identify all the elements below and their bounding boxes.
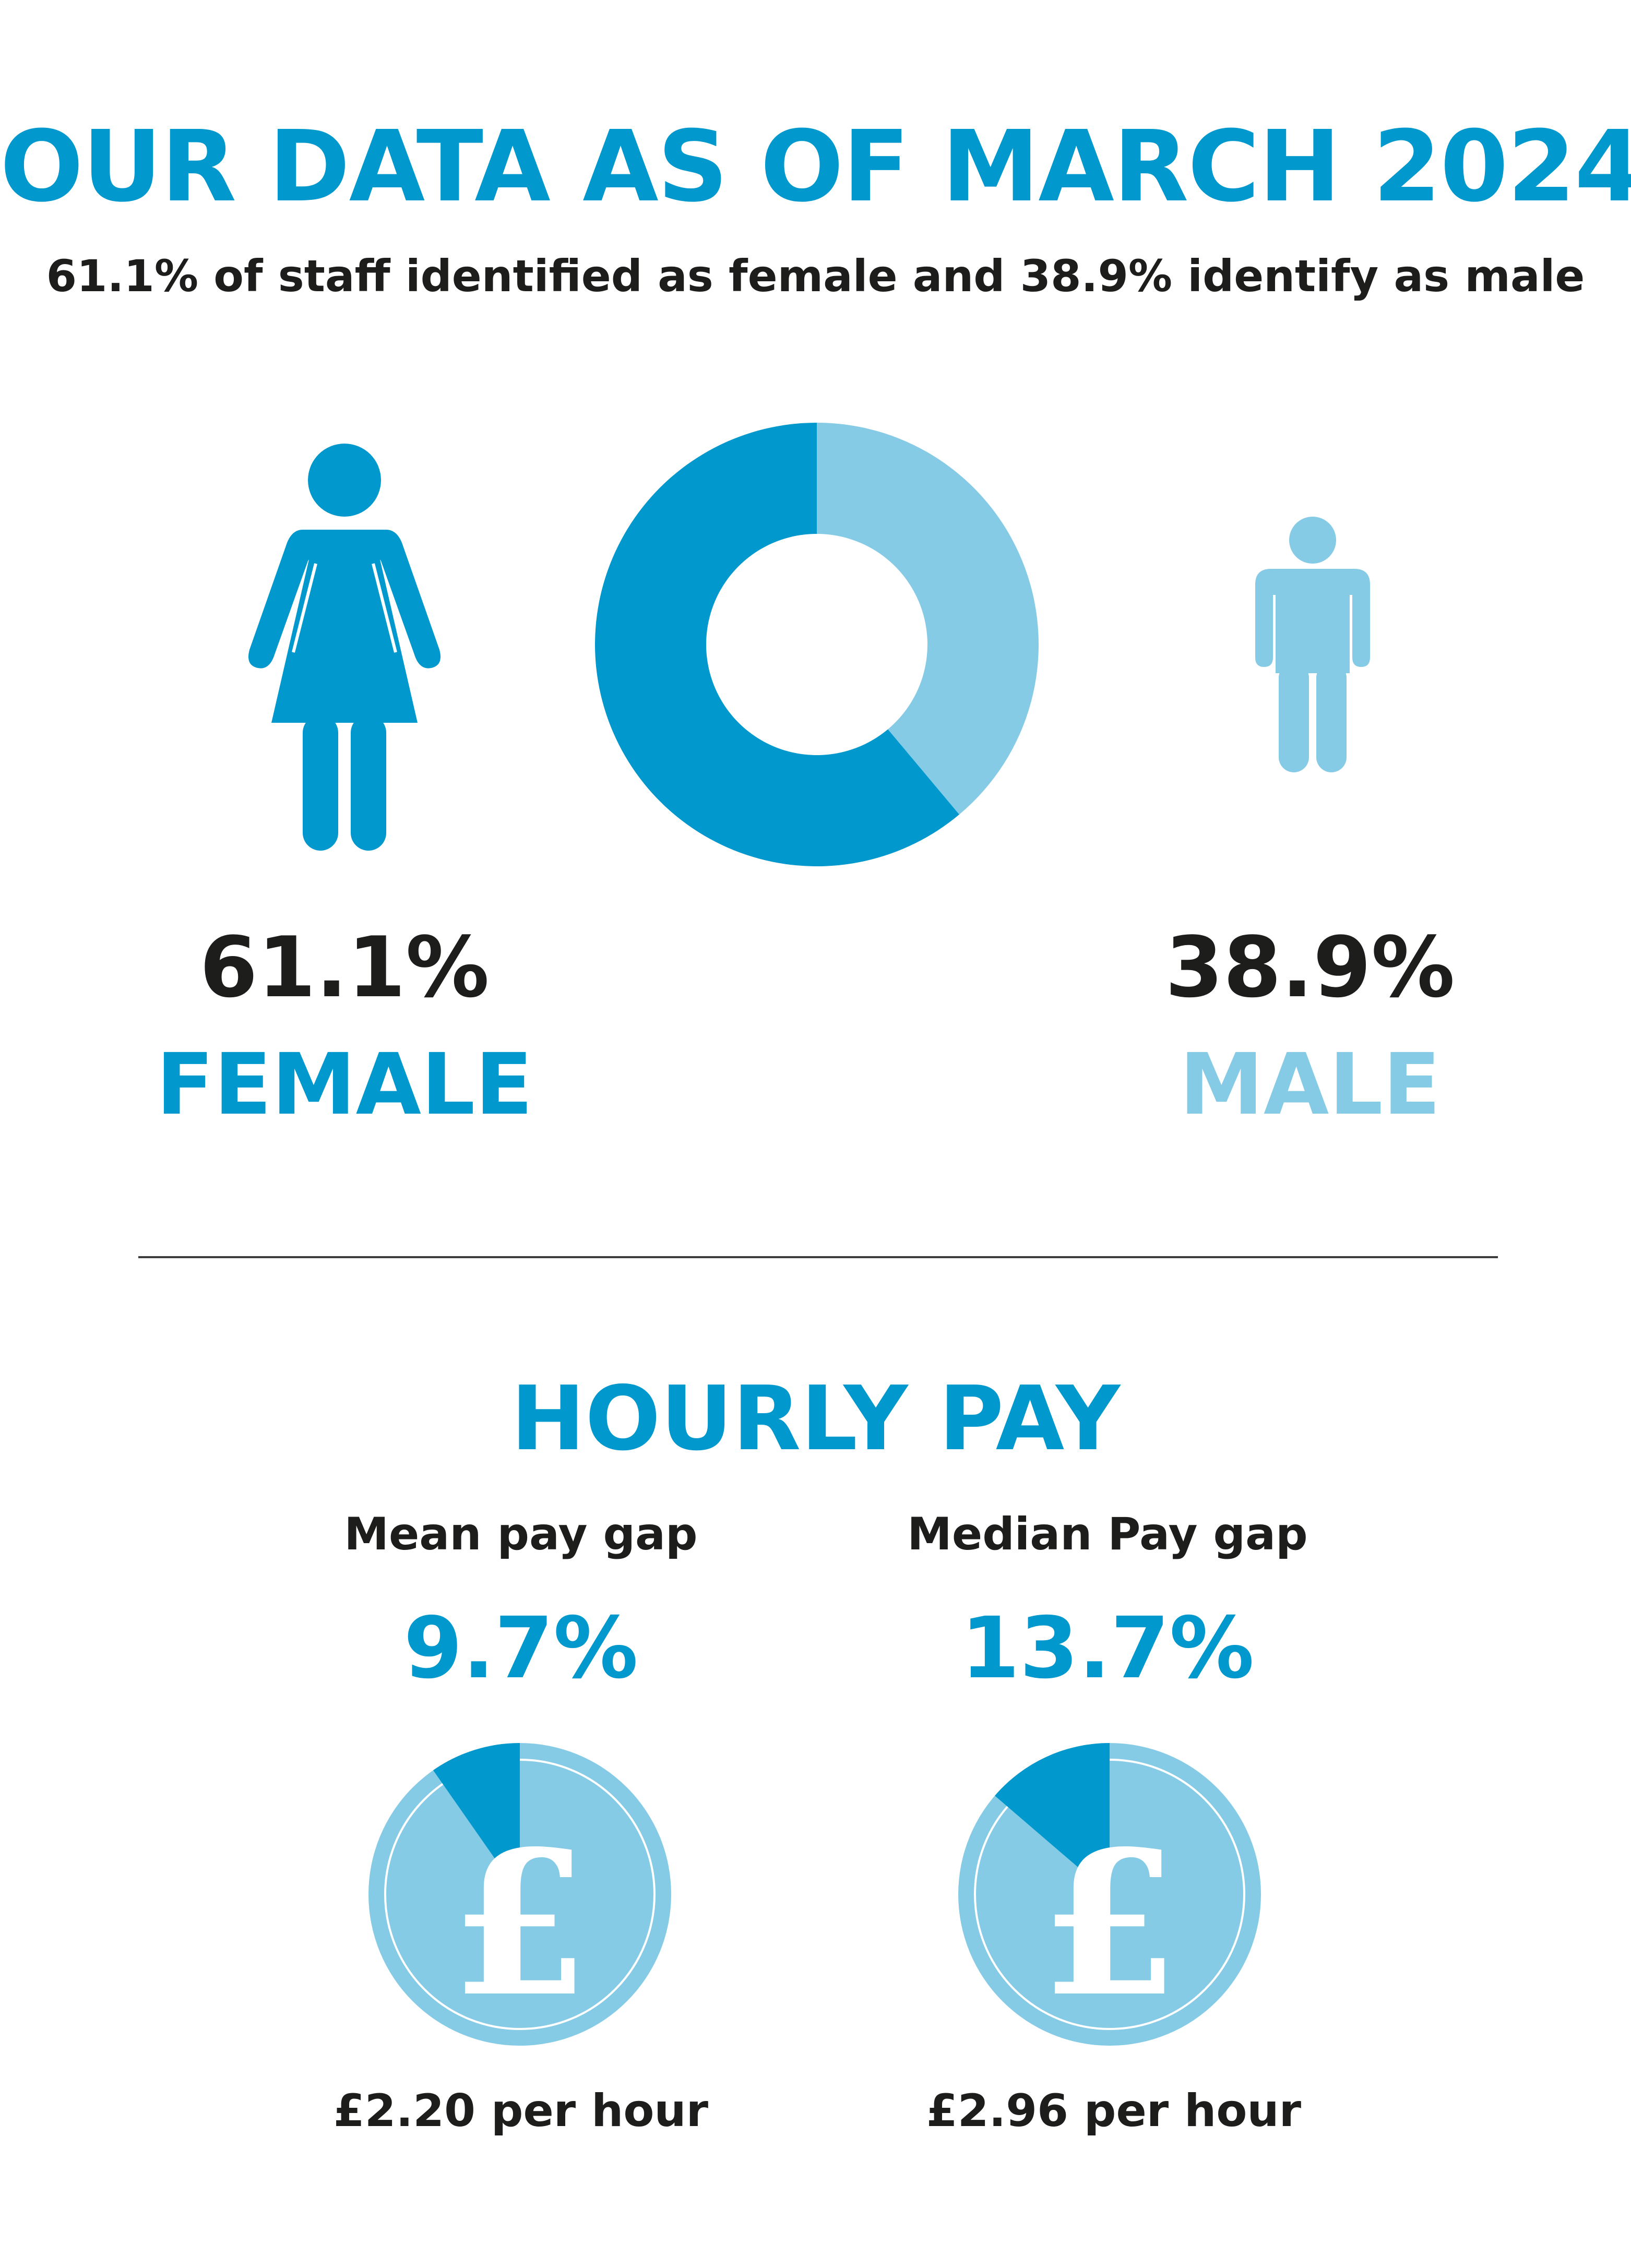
pound-coin-icon: £ [368,1743,671,2046]
mean-pay-gap-label: Mean pay gap [344,1508,698,1560]
pound-coin-icon: £ [958,1743,1261,2046]
median-per-hour-value: £2.96 per hour [926,2085,1302,2137]
male-person-icon [1255,517,1370,772]
svg-text:£: £ [1041,1807,1178,2040]
median-pay-gap-wedge [995,1743,1110,1894]
male-label: MALE [1179,1036,1441,1134]
female-label: FEMALE [156,1036,533,1134]
mean-pay-gap-value: 9.7% [403,1599,638,1698]
female-percentage: 61.1% [199,918,490,1016]
female-person-icon [248,444,441,851]
page-subtitle: 61.1% of staff identified as female and … [46,250,1585,302]
section-divider [138,1256,1498,1258]
median-pay-gap-label: Median Pay gap [907,1508,1308,1560]
page-title: OUR DATA AS OF MARCH 2024 [0,110,1631,224]
mean-pay-gap-wedge [433,1743,520,1894]
mean-per-hour-value: £2.20 per hour [333,2085,709,2137]
donut-slice-female [595,423,959,866]
donut-slice-male [817,423,1039,815]
median-pay-gap-value: 13.7% [960,1599,1255,1698]
hourly-pay-title: HOURLY PAY [510,1367,1121,1471]
svg-text:£: £ [451,1807,589,2040]
gender-donut-chart [595,423,1039,866]
male-percentage: 38.9% [1165,918,1455,1016]
